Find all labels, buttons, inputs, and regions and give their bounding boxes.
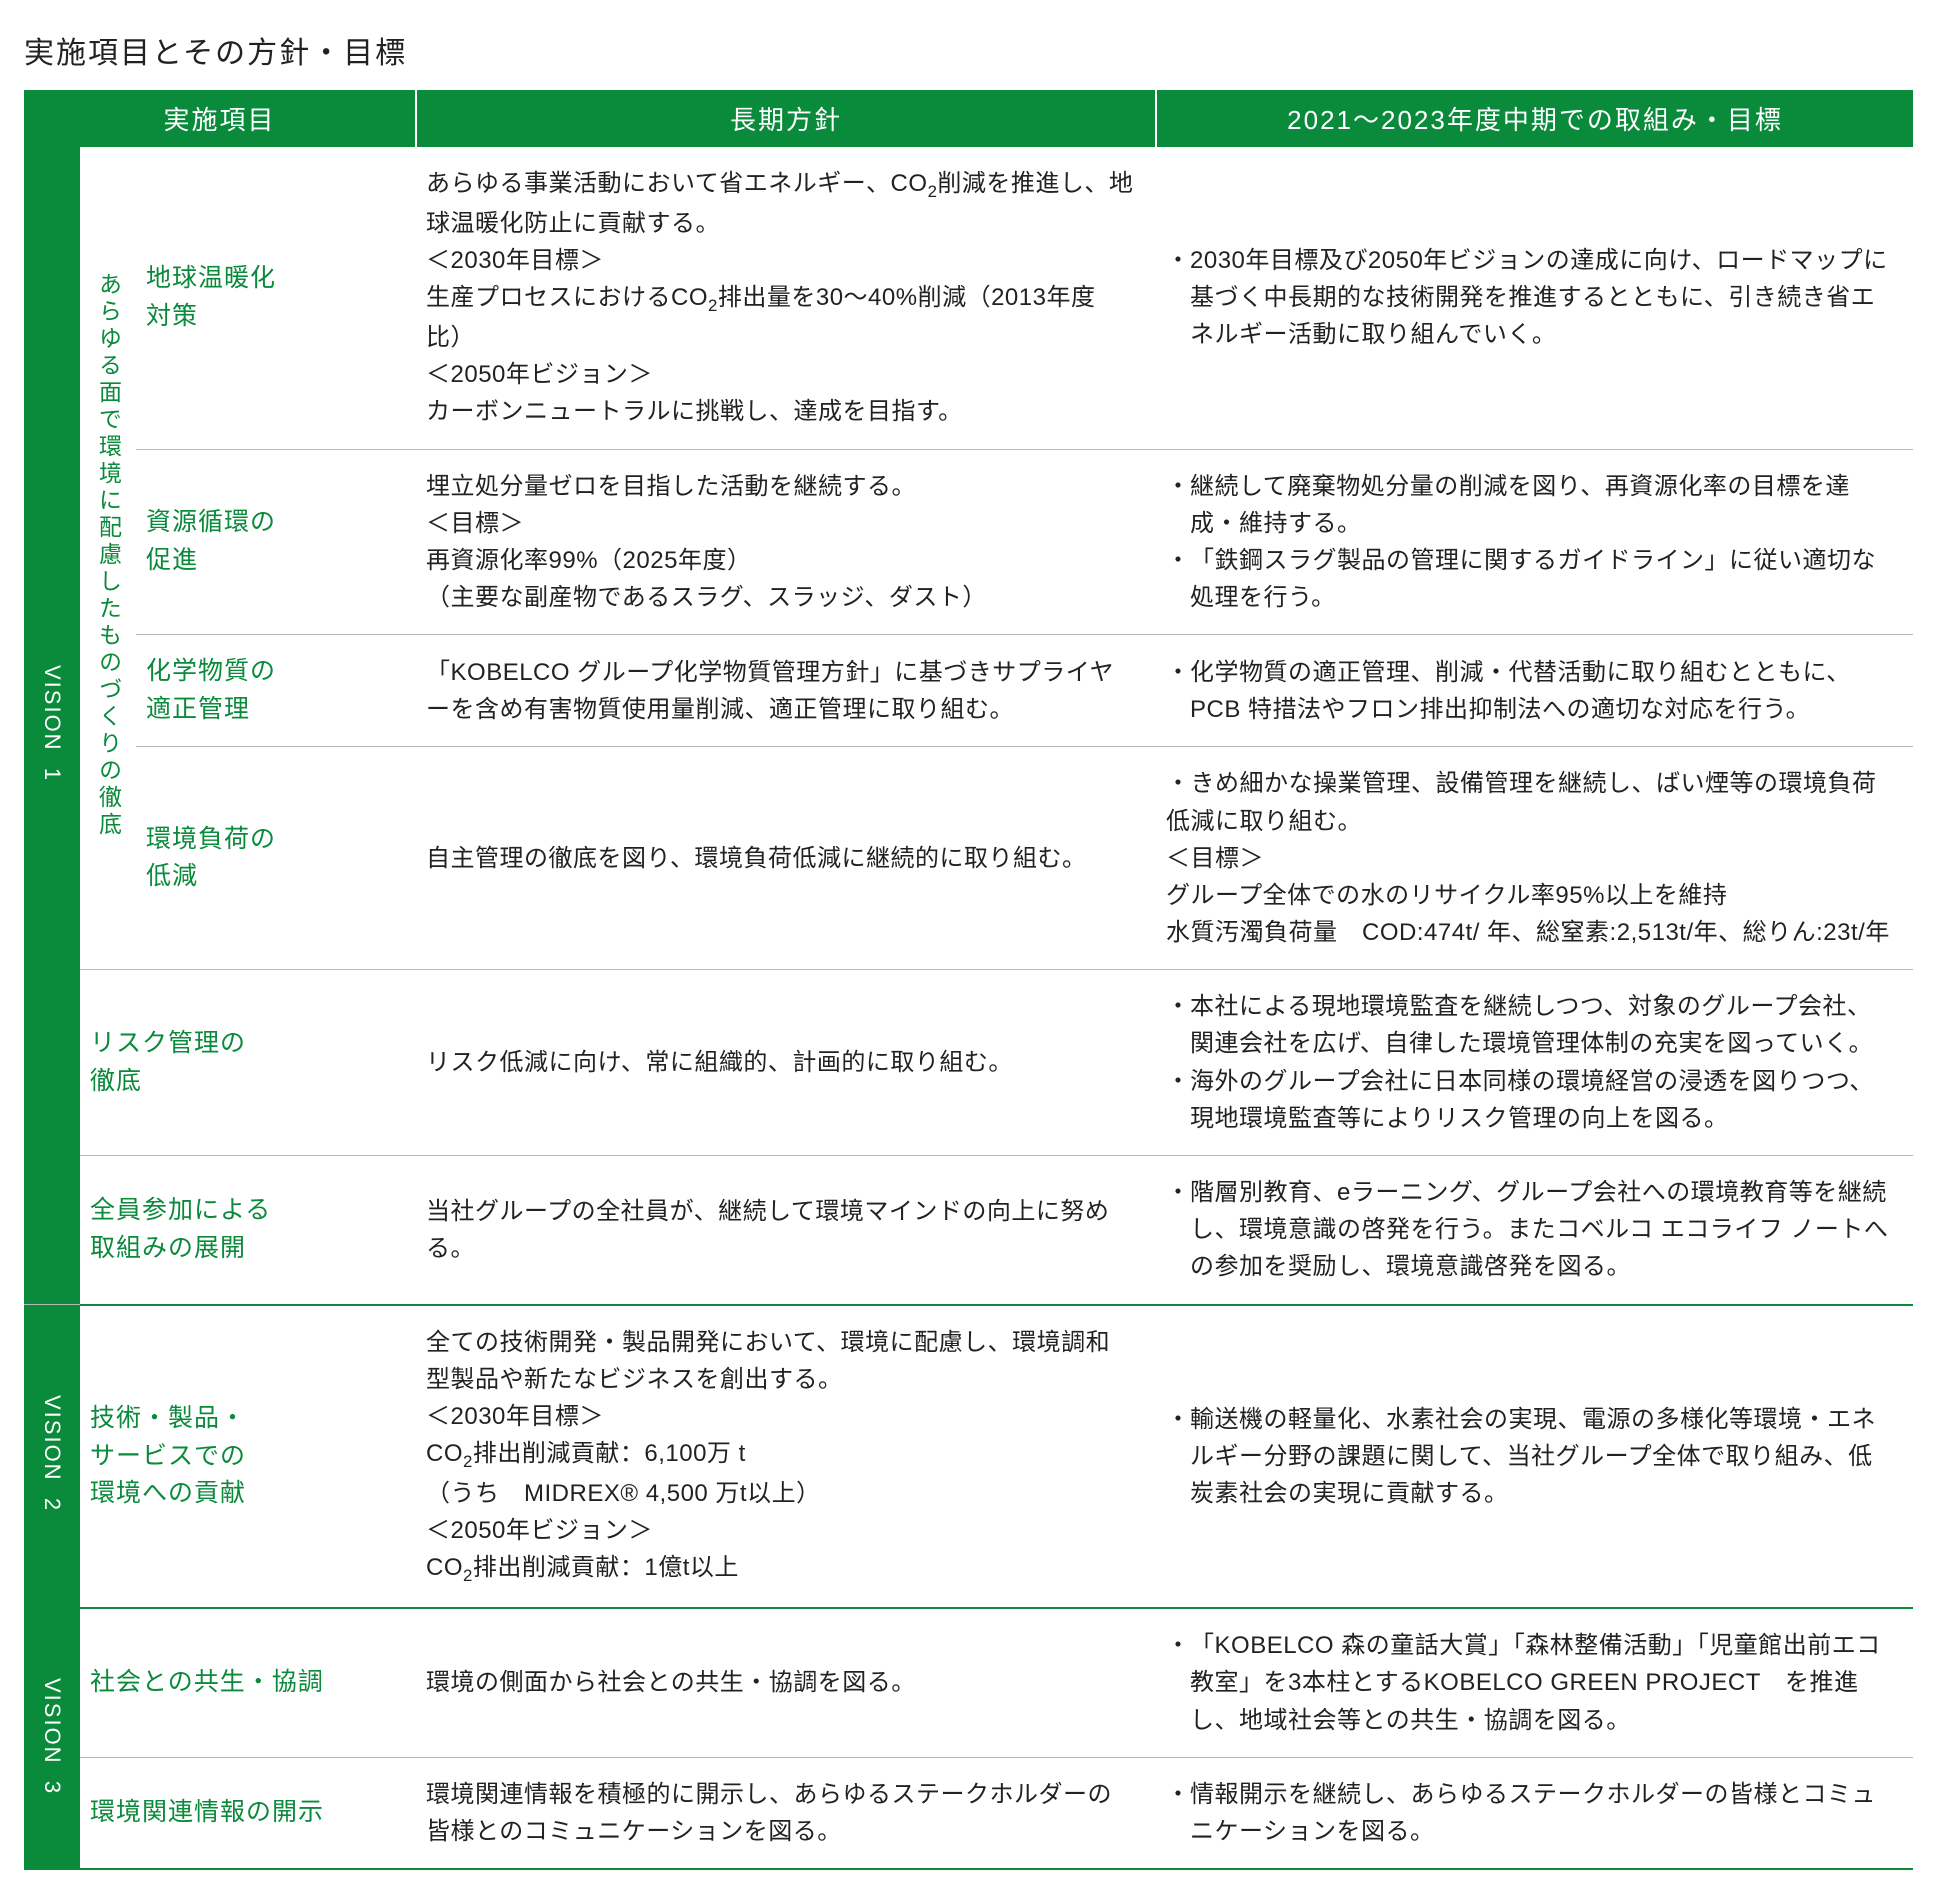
- target-cell: 階層別教育、eラーニング、グループ会社への環境教育等を継続し、環境意識の啓発を行…: [1156, 1156, 1913, 1305]
- bullet-item: 「鉄鋼スラグ製品の管理に関するガイドライン」に従い適切な処理を行う。: [1166, 542, 1891, 616]
- item-cell: 資源循環の促進: [136, 449, 416, 635]
- bullet-item: 継続して廃棄物処分量の削減を図り、再資源化率の目標を達成・維持する。: [1166, 468, 1891, 542]
- policy-cell: あらゆる事業活動において省エネルギー、CO2削減を推進し、地球温暖化防止に貢献す…: [416, 147, 1156, 449]
- item-cell: 地球温暖化対策: [136, 147, 416, 449]
- table-row: リスク管理の徹底 リスク低減に向け、常に組織的、計画的に取り組む。 本社による現…: [24, 970, 1913, 1156]
- target-cell: 情報開示を継続し、あらゆるステークホルダーの皆様とコミュニケーションを図る。: [1156, 1757, 1913, 1869]
- table-row: VISION 3 社会との共生・協調 環境の側面から社会との共生・協調を図る。 …: [24, 1608, 1913, 1757]
- item-cell: 環境負荷の低減: [136, 747, 416, 970]
- target-cell: 継続して廃棄物処分量の削減を図り、再資源化率の目標を達成・維持する。「鉄鋼スラグ…: [1156, 449, 1913, 635]
- bullet-item: 2030年目標及び2050年ビジョンの達成に向け、ロードマップに基づく中長期的な…: [1166, 242, 1891, 354]
- policy-cell: 環境関連情報を積極的に開示し、あらゆるステークホルダーの皆様とのコミュニケーショ…: [416, 1757, 1156, 1869]
- item-cell: 化学物質の適正管理: [136, 635, 416, 747]
- table-row: 化学物質の適正管理 「KOBELCO グループ化学物質管理方針」に基づきサプライ…: [24, 635, 1913, 747]
- table-row: VISION 2 技術・製品・サービスでの環境への貢献 全ての技術開発・製品開発…: [24, 1305, 1913, 1609]
- item-cell: 技術・製品・サービスでの環境への貢献: [80, 1305, 416, 1609]
- vision-1-subtitle: あらゆる面で環境に配慮したものづくりの徹底: [80, 147, 136, 970]
- target-cell: 「KOBELCO 森の童話大賞」「森林整備活動」「児童館出前エコ教室」を3本柱と…: [1156, 1608, 1913, 1757]
- policy-cell: リスク低減に向け、常に組織的、計画的に取り組む。: [416, 970, 1156, 1156]
- bullet-item: 階層別教育、eラーニング、グループ会社への環境教育等を継続し、環境意識の啓発を行…: [1166, 1174, 1891, 1286]
- bullet-item: 海外のグループ会社に日本同様の環境経営の浸透を図りつつ、現地環境監査等によりリス…: [1166, 1063, 1891, 1137]
- item-cell: 環境関連情報の開示: [80, 1757, 416, 1869]
- bullet-item: 「KOBELCO 森の童話大賞」「森林整備活動」「児童館出前エコ教室」を3本柱と…: [1166, 1627, 1891, 1739]
- bullet-item: 輸送機の軽量化、水素社会の実現、電源の多様化等環境・エネルギー分野の課題に関して…: [1166, 1401, 1891, 1513]
- policy-cell: 自主管理の徹底を図り、環境負荷低減に継続的に取り組む。: [416, 747, 1156, 970]
- item-cell: 社会との共生・協調: [80, 1608, 416, 1757]
- policy-cell: 埋立処分量ゼロを目指した活動を継続する。＜目標＞再資源化率99%（2025年度）…: [416, 449, 1156, 635]
- table-header-row: 実施項目 長期方針 2021〜2023年度中期での取組み・目標: [24, 90, 1913, 147]
- target-cell: ・きめ細かな操業管理、設備管理を継続し、ばい煙等の環境負荷低減に取り組む。＜目標…: [1156, 747, 1913, 970]
- th-item: 実施項目: [24, 90, 416, 147]
- th-policy: 長期方針: [416, 90, 1156, 147]
- target-cell: 化学物質の適正管理、削減・代替活動に取り組むとともに、PCB 特措法やフロン排出…: [1156, 635, 1913, 747]
- vision-1-label: VISION 1: [24, 147, 80, 1305]
- policy-table: 実施項目 長期方針 2021〜2023年度中期での取組み・目標 VISION 1…: [24, 90, 1913, 1870]
- vision-2-label: VISION 2: [24, 1305, 80, 1609]
- vision-3-label: VISION 3: [24, 1608, 80, 1869]
- table-row: 環境負荷の低減 自主管理の徹底を図り、環境負荷低減に継続的に取り組む。 ・きめ細…: [24, 747, 1913, 970]
- table-row: 資源循環の促進 埋立処分量ゼロを目指した活動を継続する。＜目標＞再資源化率99%…: [24, 449, 1913, 635]
- policy-cell: 「KOBELCO グループ化学物質管理方針」に基づきサプライヤーを含め有害物質使…: [416, 635, 1156, 747]
- item-cell: 全員参加による取組みの展開: [80, 1156, 416, 1305]
- table-row: 環境関連情報の開示 環境関連情報を積極的に開示し、あらゆるステークホルダーの皆様…: [24, 1757, 1913, 1869]
- page-title: 実施項目とその方針・目標: [24, 28, 1913, 72]
- bullet-item: 本社による現地環境監査を継続しつつ、対象のグループ会社、関連会社を広げ、自律した…: [1166, 988, 1891, 1062]
- policy-cell: 全ての技術開発・製品開発において、環境に配慮し、環境調和型製品や新たなビジネスを…: [416, 1305, 1156, 1609]
- bullet-item: 化学物質の適正管理、削減・代替活動に取り組むとともに、PCB 特措法やフロン排出…: [1166, 654, 1891, 728]
- target-cell: 本社による現地環境監査を継続しつつ、対象のグループ会社、関連会社を広げ、自律した…: [1156, 970, 1913, 1156]
- bullet-item: 情報開示を継続し、あらゆるステークホルダーの皆様とコミュニケーションを図る。: [1166, 1776, 1891, 1850]
- th-target: 2021〜2023年度中期での取組み・目標: [1156, 90, 1913, 147]
- item-cell: リスク管理の徹底: [80, 970, 416, 1156]
- target-cell: 輸送機の軽量化、水素社会の実現、電源の多様化等環境・エネルギー分野の課題に関して…: [1156, 1305, 1913, 1609]
- policy-cell: 環境の側面から社会との共生・協調を図る。: [416, 1608, 1156, 1757]
- table-row: VISION 1 あらゆる面で環境に配慮したものづくりの徹底 地球温暖化対策 あ…: [24, 147, 1913, 449]
- table-row: 全員参加による取組みの展開 当社グループの全社員が、継続して環境マインドの向上に…: [24, 1156, 1913, 1305]
- target-cell: 2030年目標及び2050年ビジョンの達成に向け、ロードマップに基づく中長期的な…: [1156, 147, 1913, 449]
- policy-cell: 当社グループの全社員が、継続して環境マインドの向上に努める。: [416, 1156, 1156, 1305]
